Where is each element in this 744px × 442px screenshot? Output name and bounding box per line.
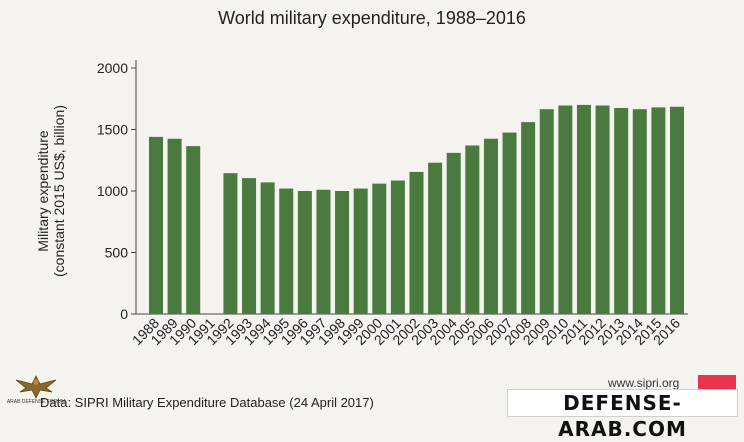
source-note: Data: SIPRI Military Expenditure Databas… bbox=[40, 395, 374, 410]
y-tick-label: 1500 bbox=[97, 122, 128, 138]
bar bbox=[316, 189, 331, 314]
site-watermark: DEFENSE-ARAB.COM bbox=[507, 389, 738, 441]
bar bbox=[558, 105, 573, 314]
bar bbox=[483, 138, 498, 314]
bar bbox=[260, 182, 275, 314]
forum-logo-watermark: ARAB DEFENSE FORUM bbox=[2, 372, 70, 416]
bar bbox=[335, 191, 350, 314]
bar bbox=[670, 106, 684, 315]
bar bbox=[167, 138, 182, 314]
bar-chart: 0 500 1000 1500 2000 Military expenditure (con… bbox=[35, 60, 688, 348]
y-tick-label: 1000 bbox=[97, 183, 128, 199]
bar bbox=[149, 136, 163, 314]
bar bbox=[186, 146, 201, 314]
bar bbox=[651, 107, 666, 314]
bar bbox=[390, 180, 405, 314]
bar bbox=[223, 173, 238, 314]
bar bbox=[502, 132, 517, 314]
bar bbox=[428, 162, 443, 314]
bar bbox=[409, 171, 424, 314]
bar bbox=[576, 104, 591, 315]
y-axis-label-line1: Military expenditure bbox=[35, 130, 51, 252]
bar bbox=[521, 122, 536, 315]
bar bbox=[465, 145, 480, 314]
bar bbox=[446, 152, 461, 314]
website-link[interactable]: www.sipri.org bbox=[608, 376, 680, 390]
y-tick-label: 0 bbox=[120, 306, 128, 322]
chart-title: World military expenditure, 1988–2016 bbox=[218, 8, 526, 28]
bar bbox=[242, 178, 257, 314]
forum-logo-text: ARAB DEFENSE FORUM bbox=[6, 399, 66, 405]
brand-color-bar bbox=[698, 375, 736, 389]
eagle-emblem-icon bbox=[15, 375, 57, 399]
y-tick-label: 2000 bbox=[97, 60, 128, 76]
y-axis-label-line2: (constant 2015 US$, billion) bbox=[51, 105, 67, 277]
bar bbox=[279, 188, 294, 314]
bar bbox=[353, 188, 368, 314]
bar bbox=[614, 107, 629, 314]
y-tick-label: 500 bbox=[105, 245, 129, 261]
bar bbox=[632, 109, 647, 314]
bar bbox=[595, 105, 610, 314]
bar bbox=[372, 183, 387, 314]
bar bbox=[539, 109, 554, 314]
bar bbox=[297, 191, 312, 314]
